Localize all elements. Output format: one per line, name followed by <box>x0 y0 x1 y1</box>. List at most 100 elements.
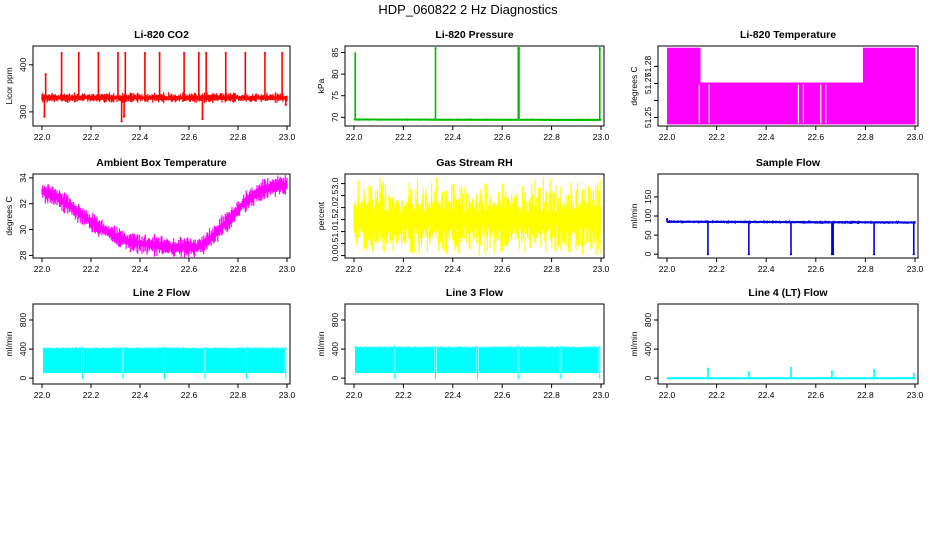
x-tick-label: 22.2 <box>83 390 100 400</box>
chart-panel-4: Ambient Box Temperature 22.0 22.2 22.4 22.6 2… <box>4 157 296 274</box>
plot-frame <box>32 45 291 127</box>
level-base <box>667 82 915 125</box>
series-5 <box>353 176 602 256</box>
x-tick-label: 22.8 <box>857 264 874 274</box>
chart-panel-6: Sample Flow 22.0 22.2 22.4 22.6 22.8 23.0 0 50 10… <box>629 157 924 274</box>
x-tick-label: 22.2 <box>708 390 725 400</box>
x-tick-label: 22.2 <box>83 264 100 274</box>
x-tick-label: 23.0 <box>279 132 296 142</box>
plot-frame <box>32 303 291 385</box>
flow-block-4 <box>478 347 518 374</box>
spike-point-20 <box>284 103 287 106</box>
series-1 <box>41 51 288 123</box>
y-axis-label: percent <box>316 201 326 230</box>
x-tick-label: 23.0 <box>593 132 610 142</box>
y-tick-label: 32 <box>18 199 28 209</box>
x-tick-label: 22.0 <box>659 132 676 142</box>
y-tick-label: 2.0 <box>330 201 340 213</box>
y-tick-label: 100 <box>643 209 653 223</box>
spike-point-11 <box>158 51 161 55</box>
chart-panel-5: Gas Stream RH 22.0 22.2 22.4 22.6 22.8 23.0 0.0… <box>316 157 610 274</box>
y-tick-label: 80 <box>330 69 340 79</box>
x-tick-label: 22.6 <box>181 264 198 274</box>
spike-point-6 <box>912 372 915 375</box>
x-tick-label: 22.2 <box>708 264 725 274</box>
y-tick-label: 1.5 <box>330 213 340 225</box>
spike-point-15 <box>205 51 208 55</box>
x-tick-label: 22.6 <box>808 264 825 274</box>
spike-point-1 <box>43 115 46 118</box>
spike-point-1 <box>354 52 357 55</box>
flow-block-5 <box>205 348 246 374</box>
spike-point-1 <box>665 217 669 221</box>
y-tick-label: 3.0 <box>330 177 340 189</box>
y-tick-label: 0 <box>643 252 653 257</box>
chart-panel-3: Li-820 Temperature 22.0 22.2 22.4 22.6 22.8 23… <box>629 29 924 142</box>
spike-point-4 <box>517 47 521 50</box>
y-tick-label: 400 <box>18 342 28 356</box>
spike-point-19 <box>281 51 284 55</box>
spike-point-13 <box>197 51 200 55</box>
x-tick-label: 22.0 <box>34 390 51 400</box>
panel-title: Li-820 CO2 <box>134 29 189 41</box>
x-tick-label: 22.6 <box>181 390 198 400</box>
y-tick-label: 75 <box>330 91 340 101</box>
chart-panel-7: Line 2 Flow 22.0 22.2 22.4 22.6 22.8 23.0 0 400 8… <box>4 287 296 400</box>
x-tick-label: 22.2 <box>395 390 412 400</box>
x-tick-label: 22.8 <box>230 264 247 274</box>
x-tick-label: 22.0 <box>659 264 676 274</box>
x-tick-label: 22.6 <box>494 264 511 274</box>
spike-point-17 <box>244 51 247 55</box>
flow-block-5 <box>519 347 560 374</box>
flow-block-1 <box>355 347 394 374</box>
flow-block-2 <box>83 348 122 374</box>
y-tick-label: 0 <box>643 376 653 381</box>
spike-point-2 <box>44 73 47 76</box>
plot-frame <box>344 45 605 127</box>
spike-point-12 <box>183 51 186 55</box>
y-tick-label: 51.25 <box>643 107 653 129</box>
spike-point-3 <box>747 253 750 256</box>
x-tick-label: 22.8 <box>543 264 560 274</box>
spike-point-18 <box>263 51 267 55</box>
panel-title: Ambient Box Temperature <box>96 157 227 169</box>
x-tick-label: 22.0 <box>34 132 51 142</box>
x-tick-label: 22.4 <box>445 132 462 142</box>
flow-noise <box>353 346 602 348</box>
spike-point-10 <box>143 51 146 55</box>
series-7 <box>41 346 288 379</box>
y-axis-label: ml/min <box>316 331 326 356</box>
spike-point-2 <box>706 253 710 256</box>
plot-frame <box>657 173 919 259</box>
chart-panel-8: Line 3 Flow 22.0 22.2 22.4 22.6 22.8 23.0 0 400 8… <box>316 287 610 400</box>
spike-point-8 <box>124 51 127 55</box>
chart-panel-2: Li-820 Pressure 22.0 22.2 22.4 22.6 22.8 23.0 7… <box>316 29 610 142</box>
spike-point-2 <box>434 47 437 50</box>
spike-point-4 <box>830 370 834 373</box>
y-tick-label: 70 <box>330 112 340 122</box>
spike-point-14 <box>201 117 204 121</box>
y-tick-label: 30 <box>18 225 28 235</box>
flow-block-6 <box>561 347 599 374</box>
series-4 <box>41 175 288 258</box>
spike-point-4 <box>789 253 793 256</box>
y-axis-label: ml/min <box>629 331 639 356</box>
spike-point-6 <box>116 51 120 55</box>
y-tick-label: 800 <box>18 313 28 327</box>
y-tick-label: 2.5 <box>330 189 340 201</box>
y-tick-label: 51.27 <box>643 73 653 95</box>
figure-title: HDP_060822 2 Hz Diagnostics <box>378 2 558 17</box>
panel-title: Li-820 Pressure <box>435 29 513 41</box>
y-tick-label: 0 <box>18 376 28 381</box>
spike-point-6 <box>832 253 835 256</box>
x-tick-label: 22.4 <box>758 264 775 274</box>
x-tick-label: 22.6 <box>808 390 825 400</box>
x-tick-label: 22.4 <box>132 390 149 400</box>
x-tick-label: 22.0 <box>659 390 676 400</box>
panel-title: Line 3 Flow <box>446 287 504 299</box>
y-tick-label: 1.0 <box>330 225 340 237</box>
series-band <box>41 175 288 258</box>
x-tick-label: 23.0 <box>279 264 296 274</box>
y-tick-label: 34 <box>18 173 28 183</box>
x-tick-label: 22.8 <box>230 132 247 142</box>
